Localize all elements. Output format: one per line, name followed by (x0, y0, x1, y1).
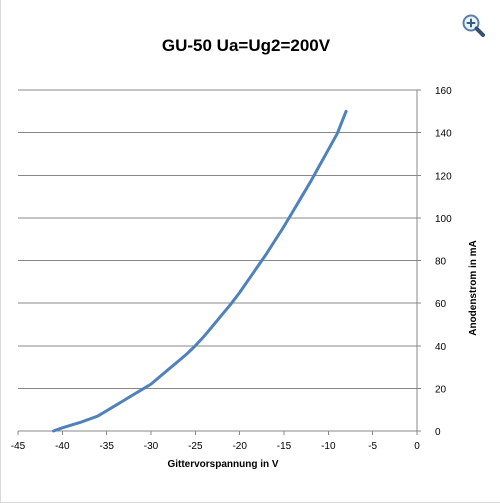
y-tick-label: 40 (435, 342, 447, 353)
series-layer (51, 109, 348, 433)
y-tick-label: 20 (435, 384, 447, 395)
grid-layer (18, 89, 417, 389)
x-tick-label: -15 (277, 441, 292, 452)
y-tick-label: 100 (435, 214, 452, 225)
zoom-button[interactable] (461, 13, 487, 39)
y-tick-label: 140 (435, 129, 452, 140)
y-tick-label: 60 (435, 299, 447, 310)
x-tick-label: -10 (321, 441, 336, 452)
x-tick-label: -45 (11, 441, 26, 452)
x-tick-label: -20 (232, 441, 247, 452)
axis-layer: 0 20 40 60 80 100 120 140 160 -45 -40 -35 -30 -25 -20 -… (11, 86, 452, 452)
x-tick-label: -25 (188, 441, 203, 452)
y-tick-label: 0 (435, 427, 441, 438)
magnifier-plus-icon (462, 14, 485, 37)
x-tick-label: -35 (99, 441, 114, 452)
y-tick-label: 120 (435, 171, 452, 182)
chart-title: GU-50 Ua=Ug2=200V (162, 36, 331, 55)
series-line (51, 109, 348, 433)
y-tick-label: 80 (435, 257, 447, 268)
x-tick-label: -40 (55, 441, 70, 452)
x-tick-label: 0 (414, 441, 420, 452)
y-tick-label: 160 (435, 86, 452, 97)
x-tick-label: -5 (368, 441, 377, 452)
x-axis-label: Gittervorspannung in V (167, 459, 278, 470)
y-axis-label: Anodenstrom in mA (468, 240, 479, 336)
x-tick-label: -30 (144, 441, 159, 452)
